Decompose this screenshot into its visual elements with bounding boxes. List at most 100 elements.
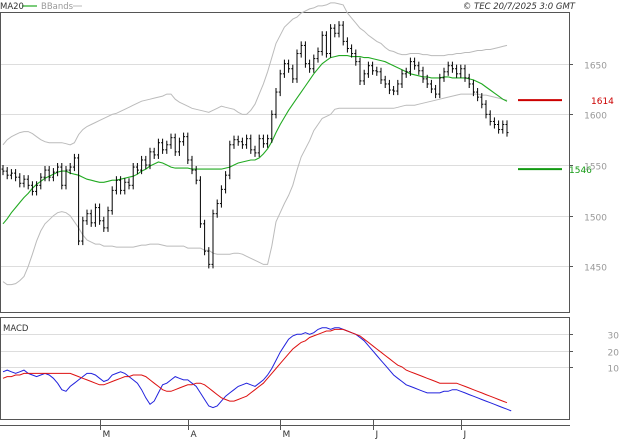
month-label: M [103, 430, 111, 440]
price-bar [194, 166, 198, 185]
price-bar [68, 163, 72, 175]
price-bar [404, 67, 408, 78]
price-bar [488, 110, 492, 126]
price-bar [127, 178, 131, 190]
resistance-label: 1614 [591, 97, 614, 107]
price-bar [1, 165, 5, 176]
price-bar [333, 24, 337, 38]
price-bar [110, 186, 114, 215]
price-bar [459, 64, 463, 78]
price-bar [98, 203, 102, 225]
price-bar [114, 176, 118, 195]
price-bar [362, 69, 366, 85]
price-bar [492, 117, 496, 129]
price-bar [337, 21, 341, 38]
price-tick-label: 1550 [584, 163, 607, 173]
price-bar [287, 59, 291, 73]
price-tick-label: 1500 [584, 214, 607, 224]
bband-lower-line [2, 93, 508, 286]
price-bar [413, 57, 417, 70]
price-bar [228, 140, 232, 180]
macd-title: MACD [3, 324, 29, 334]
price-bar [169, 133, 173, 149]
price-bar [240, 137, 244, 149]
price-bar [72, 153, 76, 172]
price-bar [144, 155, 148, 170]
price-bar [102, 216, 106, 232]
price-levels: 1614 1546 [518, 97, 614, 176]
copyright-label: © TEC 20/7/2025 3:0 GMT [463, 2, 576, 12]
price-bar [434, 84, 438, 99]
price-bar [190, 155, 194, 175]
price-bar [77, 153, 81, 246]
month-label: M [283, 430, 291, 440]
price-bar [156, 138, 160, 159]
price-bar [316, 47, 320, 63]
price-bar [387, 79, 391, 95]
price-bar [106, 206, 110, 232]
price-bar [282, 59, 286, 78]
price-bar [408, 57, 412, 76]
price-bar [417, 61, 421, 75]
price-bar [253, 145, 257, 157]
price-bar [366, 61, 370, 78]
price-bar [198, 176, 202, 228]
price-bar [270, 110, 274, 143]
price-bar [81, 216, 85, 246]
price-bar [249, 134, 253, 154]
price-bar [291, 64, 295, 83]
price-bar [177, 137, 181, 156]
price-bar [320, 31, 324, 56]
price-bar [354, 49, 358, 66]
price-bar [232, 135, 236, 149]
macd-y-ticks: 10 20 30 [569, 332, 619, 375]
price-bar [501, 120, 505, 134]
price-bar [446, 61, 450, 76]
price-tick-label: 1450 [584, 264, 607, 274]
price-bar [375, 66, 379, 76]
price-bar [182, 132, 186, 146]
price-bar [148, 147, 152, 170]
price-bar [450, 61, 454, 73]
macd-tick-label: 30 [608, 332, 620, 342]
price-bar [455, 64, 459, 78]
price-bar [295, 49, 299, 83]
price-bar [211, 209, 215, 269]
price-bar [379, 67, 383, 84]
support-label: 1546 [569, 166, 592, 176]
price-bar [236, 135, 240, 146]
price-bar [400, 69, 404, 89]
price-bar [438, 73, 442, 99]
price-bar [429, 79, 433, 94]
price-bar [278, 69, 282, 97]
price-bar [140, 155, 144, 175]
price-bar [350, 44, 354, 58]
ma20-legend-label: MA20 [0, 2, 24, 12]
price-bar [39, 173, 43, 190]
price-panel-frame [0, 12, 570, 313]
macd-tick-label: 10 [608, 365, 620, 375]
price-bar [5, 167, 9, 180]
price-bar [165, 140, 169, 154]
bband-upper-line [2, 2, 508, 146]
price-bar [480, 93, 484, 109]
price-bar [131, 163, 135, 190]
price-bar [224, 171, 228, 194]
month-label: J [375, 430, 379, 440]
bbands-legend-label: BBands [41, 2, 74, 12]
price-bar [358, 57, 362, 85]
price-bar [471, 79, 475, 97]
price-bar [261, 134, 265, 148]
signal-line [2, 328, 508, 404]
price-bar [207, 247, 211, 269]
macd-panel-frame [0, 317, 570, 420]
price-bar [308, 59, 312, 73]
price-bar [93, 203, 97, 227]
month-label: J [463, 430, 467, 440]
price-bar [219, 185, 223, 208]
price-bar [266, 134, 270, 148]
macd-gridlines [1, 334, 569, 368]
price-bar [371, 61, 375, 75]
